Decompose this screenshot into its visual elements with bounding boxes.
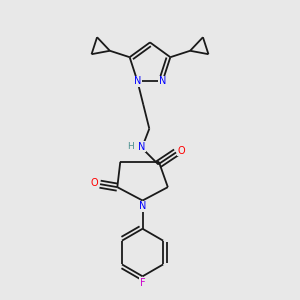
Text: N: N	[139, 202, 146, 212]
Text: O: O	[178, 146, 185, 156]
Text: O: O	[91, 178, 98, 188]
Text: F: F	[140, 278, 146, 288]
Text: N: N	[159, 76, 166, 86]
Text: H: H	[127, 142, 134, 151]
Text: N: N	[138, 142, 146, 152]
Text: N: N	[134, 76, 141, 86]
